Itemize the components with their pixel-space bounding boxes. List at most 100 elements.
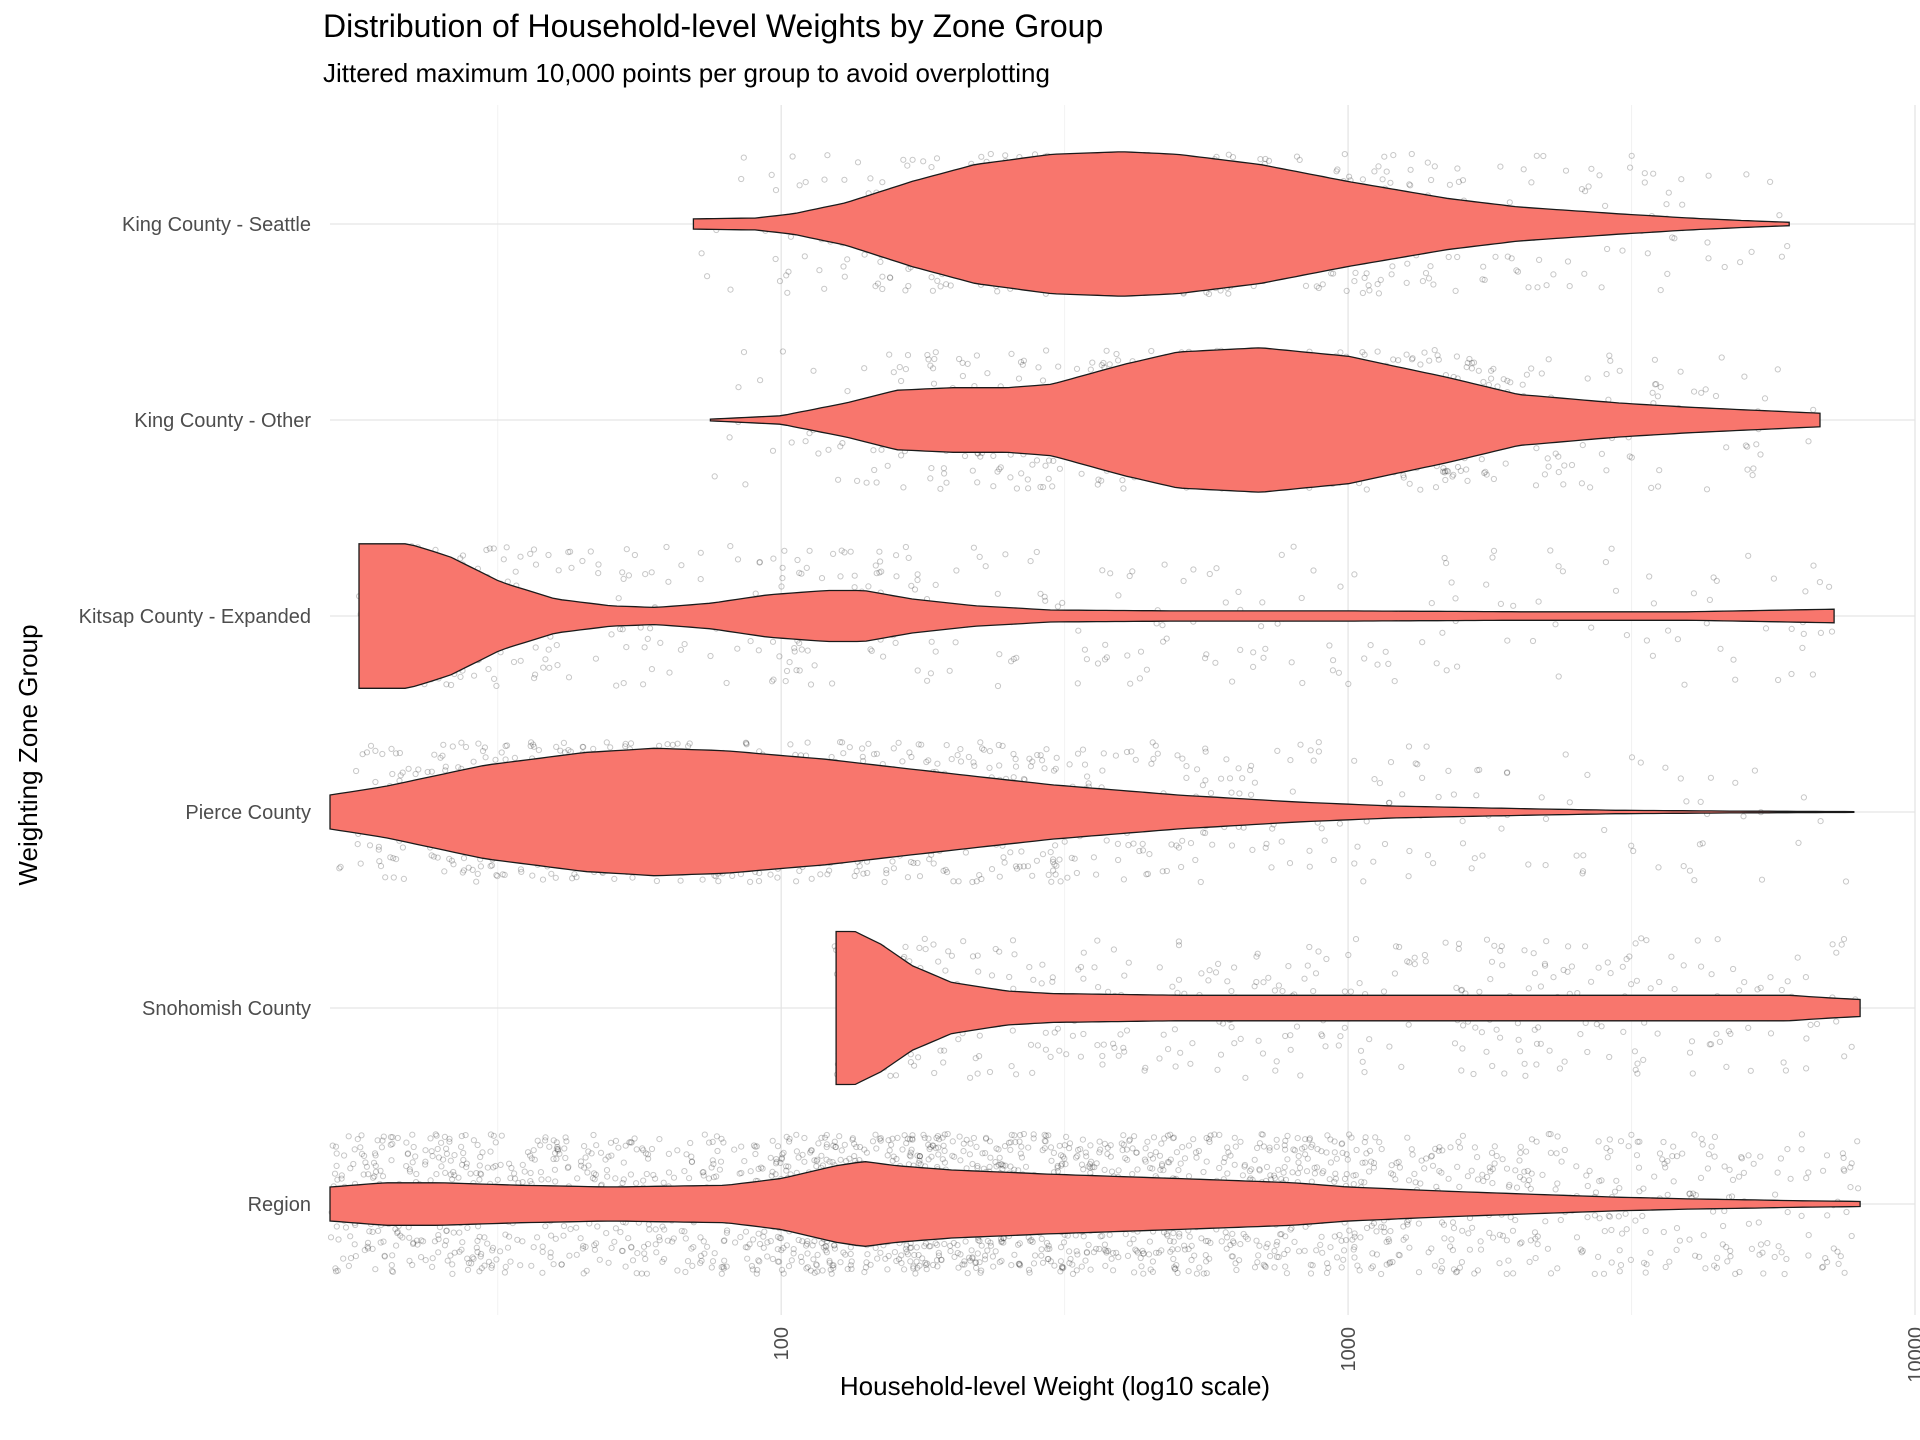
jitter-point	[940, 867, 947, 874]
jitter-point	[1723, 1063, 1730, 1071]
jitter-point	[893, 1257, 900, 1265]
jitter-point	[590, 745, 597, 753]
jitter-point	[1074, 1251, 1081, 1258]
jitter-point	[1171, 1026, 1179, 1033]
jitter-point	[1038, 1235, 1045, 1243]
jitter-point	[562, 1134, 569, 1141]
jitter-point	[976, 1053, 983, 1060]
jitter-point	[477, 863, 484, 870]
jitter-point	[938, 1256, 945, 1263]
jitter-point	[1458, 1067, 1465, 1074]
jitter-point	[623, 644, 630, 651]
jitter-point	[1651, 1173, 1658, 1180]
jitter-point	[872, 562, 879, 569]
jitter-point	[923, 1266, 930, 1273]
jitter-point	[1705, 172, 1712, 179]
jitter-point	[928, 465, 935, 472]
jitter-point	[902, 1245, 910, 1253]
jitter-point	[1537, 983, 1545, 990]
jitter-point	[1781, 1270, 1788, 1278]
jitter-point	[1552, 621, 1559, 628]
jitter-point	[890, 745, 897, 752]
jitter-point	[872, 1131, 879, 1138]
jitter-point	[1247, 767, 1254, 774]
jitter-point	[1120, 485, 1127, 492]
jitter-point	[1430, 860, 1437, 867]
jitter-point	[1009, 937, 1017, 944]
jitter-point	[1634, 1060, 1641, 1067]
jitter-point	[772, 1160, 780, 1167]
jitter-point	[772, 187, 780, 194]
jitter-point	[1060, 1264, 1067, 1271]
jitter-point	[1703, 620, 1710, 627]
jitter-point	[591, 1246, 599, 1253]
jitter-point	[369, 1228, 376, 1236]
jitter-point	[724, 1227, 731, 1234]
jitter-point	[1778, 986, 1785, 994]
jitter-point	[1446, 181, 1454, 188]
jitter-point	[633, 1270, 640, 1277]
jitter-point	[1082, 1257, 1089, 1264]
jitter-point	[886, 274, 894, 281]
jitter-point	[1260, 654, 1267, 661]
jitter-point	[1103, 837, 1110, 844]
jitter-point	[1528, 365, 1535, 372]
jitter-point	[380, 1238, 387, 1245]
jitter-point	[1628, 754, 1636, 761]
jitter-point	[1389, 263, 1396, 270]
jitter-point	[1656, 978, 1663, 986]
jitter-point	[1073, 869, 1081, 877]
jitter-point	[1662, 764, 1669, 771]
jitter-point	[809, 1242, 816, 1249]
jitter-point	[1175, 976, 1183, 983]
jitter-point	[1641, 170, 1648, 177]
jitter-point	[1037, 590, 1044, 597]
jitter-point	[1359, 349, 1366, 356]
jitter-point	[1118, 1140, 1125, 1147]
jitter-point	[1324, 1260, 1331, 1267]
jitter-point	[1607, 970, 1614, 977]
jitter-point	[1707, 774, 1715, 781]
jitter-point	[1139, 1247, 1146, 1255]
jitter-point	[1008, 350, 1015, 357]
jitter-point	[779, 575, 786, 582]
jitter-point	[1102, 1262, 1109, 1270]
jitter-point	[1050, 457, 1057, 464]
jitter-point	[530, 1244, 537, 1251]
jitter-point	[690, 1244, 697, 1251]
jitter-point	[1137, 1254, 1144, 1262]
jitter-point	[1535, 598, 1542, 605]
jitter-point	[1146, 1238, 1154, 1245]
jitter-point	[1228, 789, 1235, 796]
jitter-point	[1045, 1255, 1052, 1263]
jitter-point	[1736, 1173, 1743, 1180]
jitter-point	[1170, 1230, 1177, 1237]
jitter-point	[1628, 842, 1635, 849]
jitter-point	[333, 1223, 340, 1230]
jitter-point	[909, 1136, 916, 1143]
jitter-point	[1527, 1185, 1534, 1193]
jitter-point	[475, 740, 482, 747]
jitter-point	[1329, 667, 1337, 674]
jitter-point	[1139, 847, 1147, 854]
jitter-point	[1579, 442, 1586, 449]
jitter-point	[1017, 359, 1025, 366]
jitter-point	[729, 872, 736, 880]
jitter-point	[1577, 1031, 1584, 1038]
jitter-point	[956, 355, 963, 363]
jitter-point	[786, 1138, 793, 1145]
jitter-point	[1060, 1239, 1068, 1246]
jitter-point	[717, 1158, 725, 1165]
jitter-point	[1278, 1231, 1285, 1238]
jitter-point	[1370, 858, 1377, 865]
jitter-point	[1657, 287, 1664, 294]
jitter-point	[1453, 353, 1461, 360]
jitter-point	[1400, 1236, 1407, 1243]
jitter-point	[1819, 1263, 1827, 1271]
jitter-point	[1016, 863, 1023, 870]
jitter-point	[1488, 958, 1496, 965]
jitter-point	[1018, 848, 1025, 855]
jitter-point	[907, 1059, 915, 1066]
jitter-point	[888, 1141, 895, 1148]
jitter-point	[925, 1135, 932, 1142]
